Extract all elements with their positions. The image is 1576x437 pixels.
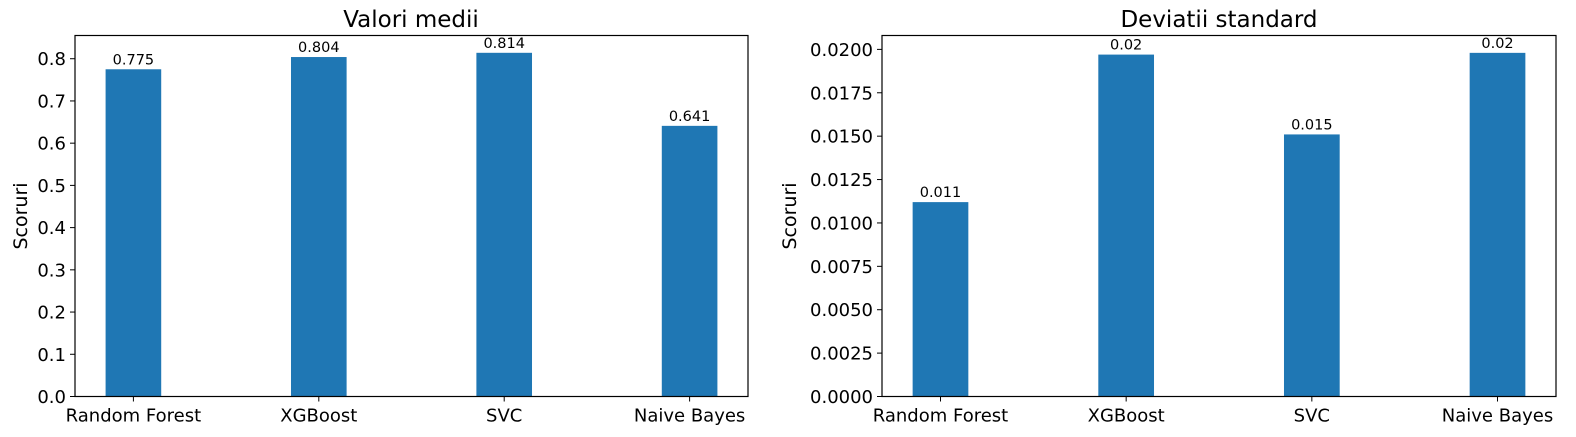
- bar-value-label: 0.814: [483, 36, 525, 52]
- y-axis-ticks: 0.0 0.1 0.2 0.3 0.4 0.5 0.6 0.7 0.8: [37, 49, 75, 408]
- x-tick-label: Random Forest: [66, 406, 201, 427]
- y-tick-label: 0.0050: [810, 300, 873, 321]
- y-tick-label: 0.8: [37, 49, 66, 70]
- bar-value-label: 0.804: [298, 40, 340, 56]
- y-tick-label: 0.0: [37, 387, 66, 408]
- x-tick-label: SVC: [1294, 406, 1330, 427]
- y-tick-label: 0.4: [37, 218, 66, 239]
- plot-frame: [881, 34, 1557, 398]
- chart-title: Valori medii: [343, 7, 479, 33]
- bar: [1098, 54, 1155, 397]
- y-tick-label: 0.1: [37, 345, 66, 366]
- y-tick-label: 0.0075: [810, 257, 873, 278]
- y-tick-label: 0.6: [37, 134, 66, 155]
- x-tick-label: XGBoost: [1088, 406, 1165, 427]
- x-tick-label: Naive Bayes: [1442, 406, 1553, 427]
- y-tick-label: 0.0125: [810, 170, 873, 191]
- y-axis-label: Scoruri: [10, 182, 32, 249]
- y-tick-label: 0.0100: [810, 213, 873, 234]
- x-tick-label: SVC: [486, 406, 522, 427]
- bar: [476, 52, 533, 397]
- chart-std-deviations: Deviatii standard Scoruri 0.011 0.02 0.015…: [779, 7, 1557, 427]
- x-tick-label: Naive Bayes: [634, 406, 745, 427]
- bar: [105, 69, 162, 397]
- chart-mean-scores: Valori medii Scoruri 0.775 0.804 0.814 0.64…: [10, 7, 749, 427]
- y-tick-label: 0.3: [37, 260, 66, 281]
- y-tick-label: 0.5: [37, 176, 66, 197]
- y-tick-label: 0.2: [37, 303, 66, 324]
- bars: [105, 52, 718, 397]
- bar: [1283, 134, 1340, 397]
- bar-value-label: 0.015: [1291, 117, 1333, 133]
- bar-value-label: 0.02: [1481, 36, 1513, 52]
- bar: [661, 125, 718, 397]
- bar: [290, 57, 347, 397]
- x-axis-ticks: Random Forest XGBoost SVC Naive Bayes: [66, 396, 745, 427]
- bar-value-label: 0.641: [669, 109, 711, 125]
- y-tick-label: 0.7: [37, 91, 66, 112]
- bar-value-label: 0.775: [113, 52, 155, 68]
- x-tick-label: XGBoost: [280, 406, 357, 427]
- x-tick-label: Random Forest: [873, 406, 1008, 427]
- y-tick-label: 0.0150: [810, 127, 873, 148]
- bars: [912, 52, 1526, 397]
- y-tick-label: 0.0000: [810, 387, 873, 408]
- bar-value-labels: 0.011 0.02 0.015 0.02: [920, 36, 1514, 201]
- y-tick-label: 0.0025: [810, 344, 873, 365]
- bar: [1469, 52, 1526, 397]
- bar-value-label: 0.011: [920, 185, 962, 201]
- x-axis-ticks: Random Forest XGBoost SVC Naive Bayes: [873, 396, 1553, 427]
- y-axis-ticks: 0.0000 0.0025 0.0050 0.0075 0.0100 0.0125 0.01…: [810, 40, 882, 408]
- y-tick-label: 0.0200: [810, 40, 873, 61]
- bar: [912, 202, 969, 397]
- plot-frame: [74, 34, 749, 398]
- bar-value-label: 0.02: [1110, 38, 1142, 54]
- bar-value-labels: 0.775 0.804 0.814 0.641: [113, 36, 711, 125]
- chart-title: Deviatii standard: [1120, 7, 1317, 33]
- y-axis-label: Scoruri: [779, 182, 801, 249]
- y-tick-label: 0.0175: [810, 83, 873, 104]
